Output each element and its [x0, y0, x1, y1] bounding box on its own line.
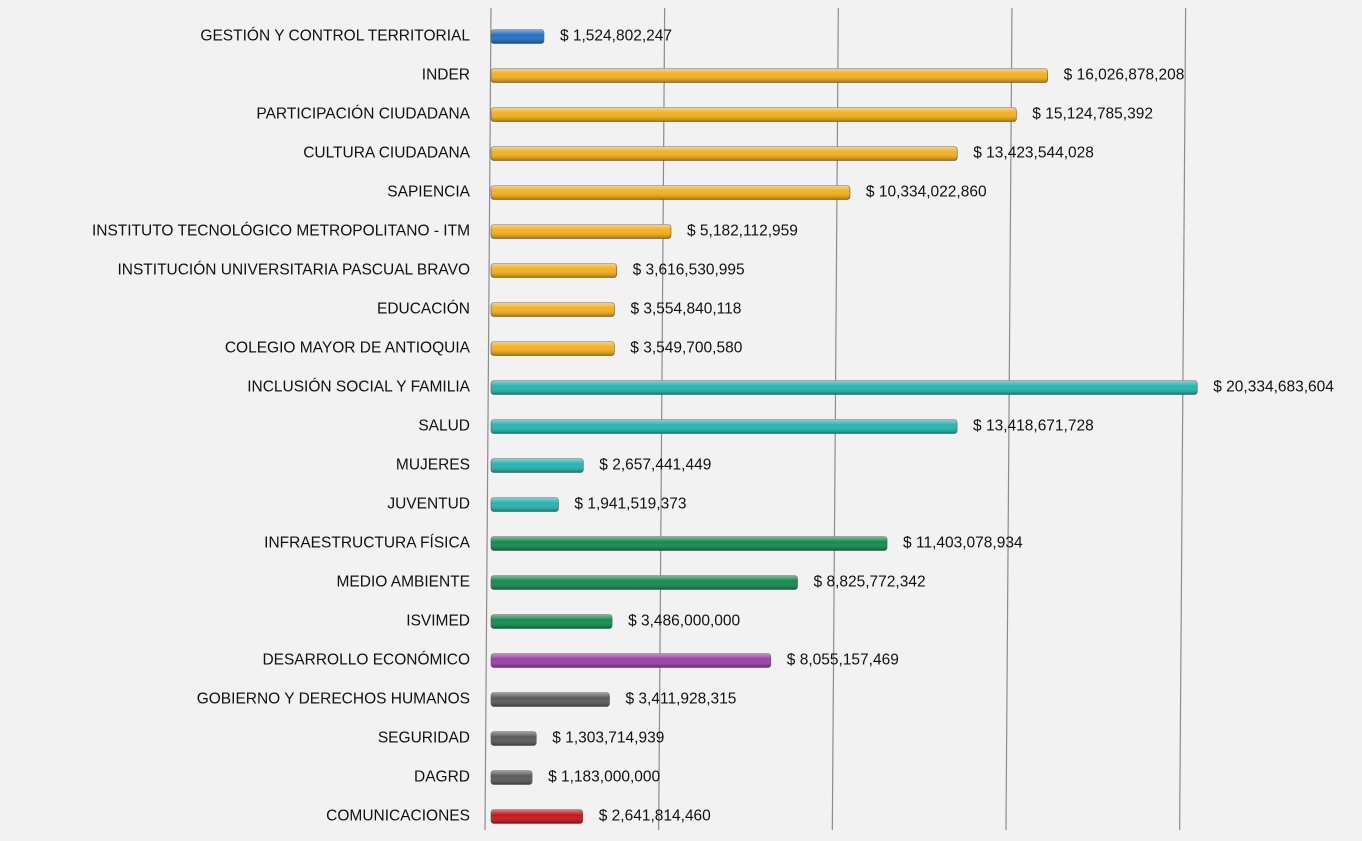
y-tick-label: CULTURA CIUDADANA — [303, 145, 470, 162]
y-tick-label: SEGURIDAD — [378, 730, 470, 747]
bar-shade — [491, 146, 958, 161]
grid-line — [831, 7, 839, 831]
y-tick-label: DAGRD — [414, 769, 470, 786]
data-label: $ 20,334,683,604 — [1213, 379, 1334, 396]
bar-shade — [491, 107, 1017, 122]
y-tick-label: EDUCACIÓN — [377, 301, 470, 318]
y-tick-label: MEDIO AMBIENTE — [337, 574, 471, 591]
data-label: $ 8,825,772,342 — [814, 574, 926, 591]
y-tick-label: JUVENTUD — [387, 496, 470, 513]
bar-shade — [491, 536, 888, 551]
bar-shade — [491, 497, 559, 512]
data-label: $ 1,183,000,000 — [548, 769, 660, 786]
bar-shade — [491, 263, 617, 278]
data-label: $ 3,554,840,118 — [630, 301, 741, 318]
bar-shade — [491, 68, 1048, 83]
bar-shade — [491, 653, 771, 668]
data-label: $ 11,403,078,934 — [903, 535, 1023, 552]
y-tick-label: SAPIENCIA — [387, 184, 470, 201]
data-label: $ 10,334,022,860 — [866, 184, 987, 201]
bar-shade — [491, 341, 615, 356]
data-label: $ 3,616,530,995 — [633, 262, 745, 279]
data-label: $ 2,657,441,449 — [599, 457, 711, 474]
y-tick-label: COLEGIO MAYOR DE ANTIOQUIA — [225, 340, 471, 357]
y-tick-label: MUJERES — [396, 457, 470, 474]
bar-shade — [491, 809, 583, 824]
data-label: $ 13,418,671,728 — [973, 418, 1094, 435]
y-tick-label: INSTITUTO TECNOLÓGICO METROPOLITANO - IT… — [92, 223, 470, 240]
y-tick-label: GOBIERNO Y DERECHOS HUMANOS — [197, 691, 470, 708]
bar-shade — [491, 692, 610, 707]
data-label: $ 3,549,700,580 — [630, 340, 742, 357]
grid-line — [1005, 7, 1013, 831]
bar-shade — [491, 224, 671, 239]
bar-shade — [491, 458, 584, 473]
data-label: $ 15,124,785,392 — [1032, 106, 1153, 123]
y-tick-label: INCLUSIÓN SOCIAL Y FAMILIA — [247, 379, 470, 396]
data-label: $ 5,182,112,959 — [687, 223, 798, 240]
y-tick-label: COMUNICACIONES — [326, 808, 470, 825]
grid-line — [1179, 7, 1187, 831]
bar-shade — [491, 419, 958, 434]
data-label: $ 16,026,878,208 — [1064, 67, 1185, 84]
y-tick-label: SALUD — [418, 418, 470, 435]
y-tick-label: ISVIMED — [406, 613, 470, 630]
bar-shade — [491, 302, 615, 317]
data-label: $ 2,641,814,460 — [599, 808, 711, 825]
data-label: $ 1,941,519,373 — [574, 496, 686, 513]
y-tick-label: INSTITUCIÓN UNIVERSITARIA PASCUAL BRAVO — [117, 262, 470, 279]
y-tick-label: GESTIÓN Y CONTROL TERRITORIAL — [200, 28, 470, 45]
bar-shade — [491, 770, 533, 785]
y-tick-label: INFRAESTRUCTURA FÍSICA — [264, 535, 470, 552]
y-tick-label: PARTICIPACIÓN CIUDADANA — [256, 106, 470, 123]
data-label: $ 1,524,802,247 — [560, 28, 672, 45]
bar-shade — [491, 731, 537, 746]
bar-shade — [491, 614, 613, 629]
data-label: $ 3,486,000,000 — [628, 613, 740, 630]
grid-line — [484, 7, 492, 831]
data-label: $ 13,423,544,028 — [973, 145, 1094, 162]
bar-shade — [491, 29, 544, 44]
y-tick-label: DESARROLLO ECONÓMICO — [262, 652, 470, 669]
bar-shade — [491, 575, 798, 590]
data-label: $ 3,411,928,315 — [626, 691, 737, 708]
y-tick-label: INDER — [422, 67, 470, 84]
grid-line — [658, 7, 666, 831]
data-label: $ 1,303,714,939 — [552, 730, 664, 747]
bar-shade — [491, 185, 850, 200]
data-label: $ 8,055,157,469 — [787, 652, 899, 669]
bar-shade — [491, 380, 1198, 395]
